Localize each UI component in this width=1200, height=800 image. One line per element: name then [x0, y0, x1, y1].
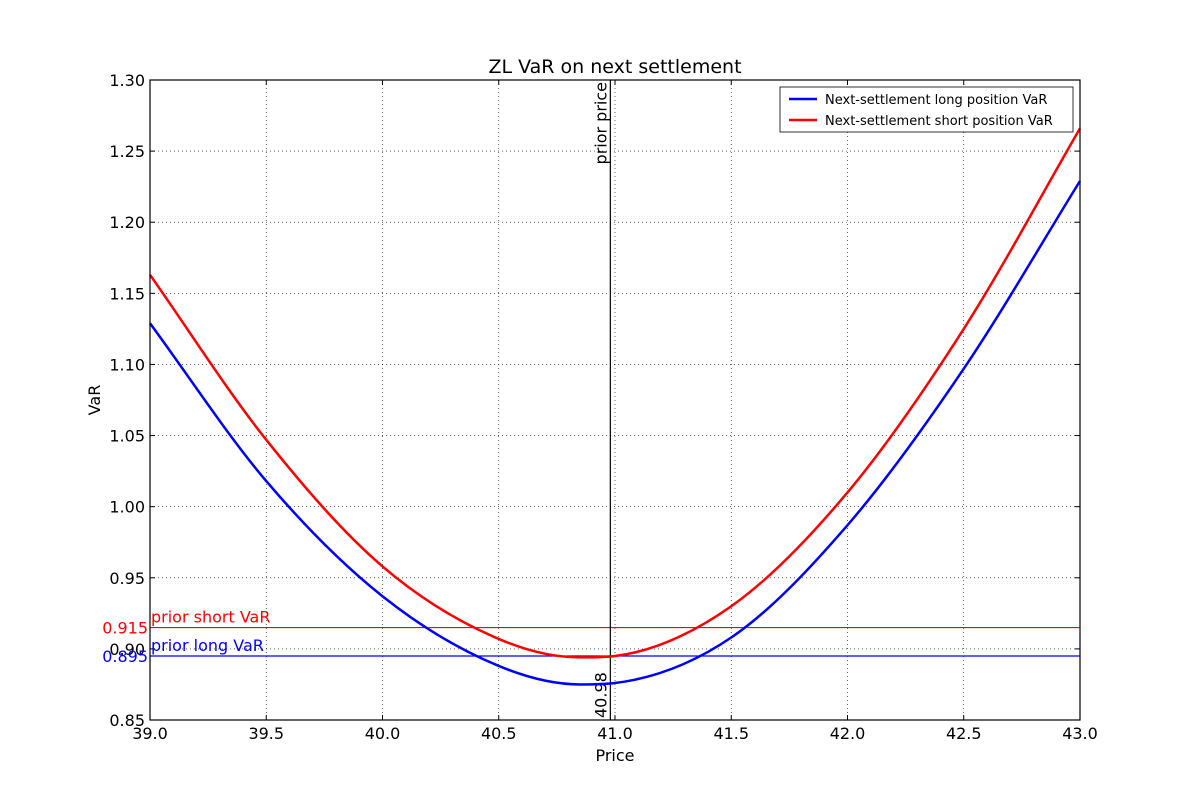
- chart-title: ZL VaR on next settlement: [488, 56, 741, 78]
- y-tick-label: 1.10: [109, 355, 145, 374]
- legend-label: Next-settlement short position VaR: [825, 114, 1053, 129]
- x-tick-label: 43.0: [1062, 724, 1098, 743]
- reference-line-value-label: 0.915: [102, 619, 148, 638]
- series-line-short: [148, 127, 1082, 659]
- y-tick-label: 1.15: [109, 284, 145, 303]
- y-tick-label: 1.05: [109, 427, 145, 446]
- y-tick-label: 0.95: [109, 569, 145, 588]
- y-tick-label: 0.90: [109, 640, 145, 659]
- series-line-long: [148, 180, 1082, 686]
- y-tick-label: 0.85: [109, 711, 145, 730]
- x-tick-label: 42.0: [830, 724, 866, 743]
- x-axis-label: Price: [595, 746, 634, 765]
- y-tick-label: 1.20: [109, 213, 145, 232]
- x-tick-label: 41.5: [713, 724, 749, 743]
- axes-frame: [149, 79, 1081, 721]
- x-tick-label: 40.0: [365, 724, 401, 743]
- y-axis-label: VaR: [85, 385, 104, 416]
- x-tick-label: 40.5: [481, 724, 517, 743]
- legend-box: [779, 86, 1074, 133]
- legend-label: Next-settlement long position VaR: [825, 93, 1047, 108]
- x-tick-label: 39.5: [248, 724, 284, 743]
- y-tick-label: 1.00: [109, 498, 145, 517]
- reference-line-value-label: 40.98: [591, 672, 610, 718]
- reference-line-label: prior price: [591, 82, 610, 164]
- reference-line-label: prior long VaR: [151, 636, 264, 655]
- x-tick-label: 41.0: [597, 724, 633, 743]
- y-tick-label: 1.30: [109, 71, 145, 90]
- x-tick-label: 39.0: [132, 724, 168, 743]
- reference-line-label: prior short VaR: [151, 608, 270, 627]
- x-tick-label: 42.5: [946, 724, 982, 743]
- y-tick-label: 1.25: [109, 142, 145, 161]
- plot-area: 39.0 39.5 40.0 40.5 41.0 41.5 42.0 42.5 43.0 0.85…: [102, 71, 1098, 743]
- reference-line-value-label: 0.895: [102, 647, 148, 666]
